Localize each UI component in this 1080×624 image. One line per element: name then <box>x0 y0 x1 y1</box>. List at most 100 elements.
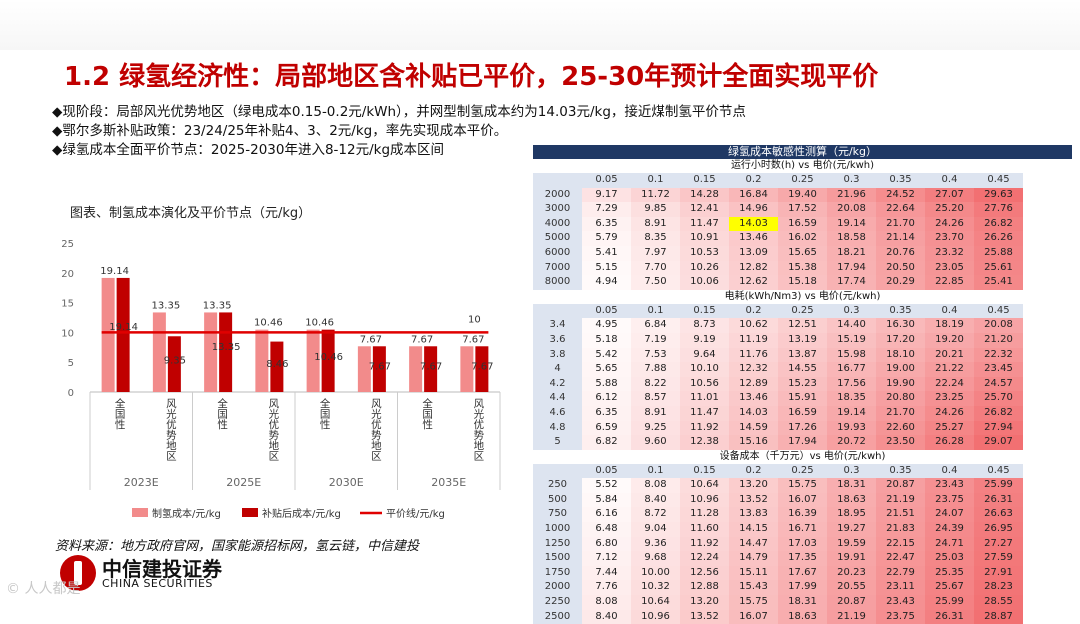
table-row: 4.2 5.88 8.22 10.56 12.89 15.23 17.56 19.90 22.2… <box>533 376 1072 392</box>
table-cell: 23.45 <box>974 362 1023 377</box>
table-column-header: 0.35 <box>876 173 925 188</box>
table-cell: 29.07 <box>974 435 1023 450</box>
table-row-header: 8000 <box>533 275 582 290</box>
table-cell: 22.32 <box>974 347 1023 363</box>
table-row-header: 4.8 <box>533 420 582 436</box>
table-cell: 22.47 <box>876 551 925 566</box>
table-cell: 7.97 <box>631 245 680 261</box>
table-cell: 19.14 <box>827 216 876 232</box>
table-cell: 13.09 <box>729 245 778 261</box>
table-cell: 16.71 <box>778 522 827 537</box>
table-row-header: 7000 <box>533 260 582 276</box>
table-cell: 16.07 <box>778 492 827 508</box>
table-column-header: 0.3 <box>827 173 876 188</box>
table-cell: 24.26 <box>925 405 974 421</box>
table-cell: 16.59 <box>778 216 827 232</box>
table-cell: 18.95 <box>827 507 876 523</box>
table-cell: 14.96 <box>729 202 778 217</box>
table-cell: 17.94 <box>827 260 876 276</box>
table-cell: 5.52 <box>582 478 631 493</box>
table-column-header: 0.4 <box>925 303 974 319</box>
bar-subsidized <box>167 336 181 392</box>
logo-mark-icon <box>60 555 96 591</box>
bar-data-label: 19.14 <box>109 322 138 333</box>
table-title: 绿氢成本敏感性测算（元/kg） <box>533 145 1072 159</box>
table-header-row: 0.05 0.1 0.15 0.2 0.25 0.3 0.35 0.4 0.45 <box>533 173 1072 188</box>
table-cell: 24.52 <box>876 187 925 203</box>
table-cell: 13.46 <box>729 231 778 246</box>
bullet-item: ◆绿氢成本全面平价节点：2025-2030年进入8-12元/kg成本区间 <box>52 142 445 158</box>
x-category-label: 风光优势地区 <box>472 398 484 461</box>
table-cell: 10.32 <box>631 580 680 596</box>
table-column-header: 0.05 <box>582 303 631 319</box>
table-cell: 18.21 <box>827 245 876 261</box>
table-cell: 23.70 <box>925 231 974 246</box>
table-cell: 23.43 <box>876 595 925 610</box>
table-cell: 14.40 <box>827 318 876 333</box>
table-column-header: 0.35 <box>876 303 925 319</box>
table-row-header: 1250 <box>533 536 582 552</box>
table-row: 1750 7.44 10.00 12.56 15.11 17.67 20.23 22.79 25… <box>533 565 1072 581</box>
table-cell: 27.94 <box>974 420 1023 436</box>
table-cell: 17.56 <box>827 376 876 392</box>
table-column-header: 0.4 <box>925 173 974 188</box>
table-cell: 15.18 <box>778 275 827 290</box>
table-cell: 17.94 <box>778 435 827 450</box>
table-cell: 6.35 <box>582 216 631 232</box>
table-cell: 6.84 <box>631 318 680 333</box>
parity-data-label: 10 <box>468 314 481 325</box>
x-category-label: 全国性 <box>216 397 228 430</box>
bar-data-label: 10.46 <box>254 318 283 329</box>
table-column-header: 0.3 <box>827 463 876 479</box>
table-cell: 19.00 <box>876 362 925 377</box>
table-cell: 15.98 <box>827 347 876 363</box>
bar-data-label: 9.35 <box>164 356 186 367</box>
table-row: 2500 8.40 10.96 13.52 16.07 18.63 21.19 23.75 26… <box>533 609 1072 624</box>
table-cell: 17.52 <box>778 202 827 217</box>
company-logo: 中信建投证券 CHINA SECURITIES <box>60 553 240 597</box>
table-row: 1250 6.80 9.36 11.92 14.47 17.03 19.59 22.15 24.… <box>533 536 1072 552</box>
table-cell: 10.64 <box>680 478 729 493</box>
table-cell: 26.31 <box>925 609 974 624</box>
table-cell: 23.05 <box>925 260 974 276</box>
bar-cost <box>255 329 269 392</box>
x-category-label: 风光优势地区 <box>267 398 279 461</box>
table-cell: 10.64 <box>631 595 680 610</box>
table-column-header: 0.2 <box>729 303 778 319</box>
table-cell: 21.22 <box>925 362 974 377</box>
bar-subsidized <box>424 346 438 392</box>
table-cell: 15.11 <box>729 565 778 581</box>
legend-swatch <box>242 508 258 517</box>
table-cell: 26.63 <box>974 507 1023 523</box>
table-cell: 10.56 <box>680 376 729 392</box>
table-corner-cell <box>533 463 582 479</box>
chart-title: 图表、制氢成本演化及平价节点（元/kg） <box>70 206 312 221</box>
table-column-header: 0.1 <box>631 463 680 479</box>
bar-data-label: 7.67 <box>462 334 484 345</box>
table-cell: 13.52 <box>729 492 778 508</box>
table-column-header: 0.2 <box>729 463 778 479</box>
bar-data-label: 13.35 <box>203 300 232 311</box>
source-note: 资料来源：地方政府官网，国家能源招标网，氢云链，中信建投 <box>55 539 420 554</box>
bar-subsidized <box>116 277 130 392</box>
table-cell: 15.75 <box>729 595 778 610</box>
table-cell: 13.20 <box>729 478 778 493</box>
table-cell: 13.83 <box>729 507 778 523</box>
sensitivity-table: 绿氢成本敏感性测算（元/kg） 运行小时数(h) vs 电价(元/kwh) 0.05… <box>533 145 1072 624</box>
table-cell: 27.07 <box>925 187 974 203</box>
table-cell: 21.51 <box>876 507 925 523</box>
bar-subsidized <box>321 329 335 392</box>
table-cell: 17.67 <box>778 565 827 581</box>
table-cell: 16.07 <box>729 609 778 624</box>
table-row-header: 1000 <box>533 522 582 537</box>
table-row: 1500 7.12 9.68 12.24 14.79 17.35 19.91 22.47 25.… <box>533 551 1072 566</box>
table-row: 4 5.65 7.88 10.10 12.32 14.55 16.77 19.00 21.22 2… <box>533 362 1072 377</box>
table-cell: 22.15 <box>876 536 925 552</box>
table-row-header: 4.2 <box>533 376 582 392</box>
table-cell: 26.31 <box>974 492 1023 508</box>
table-cell: 15.23 <box>778 376 827 392</box>
table-column-header: 0.45 <box>974 463 1023 479</box>
table-cell: 25.03 <box>925 551 974 566</box>
table-section-subtitle: 设备成本（千万元）vs 电价(元/kwh) <box>533 449 1072 464</box>
table-cell: 15.75 <box>778 478 827 493</box>
